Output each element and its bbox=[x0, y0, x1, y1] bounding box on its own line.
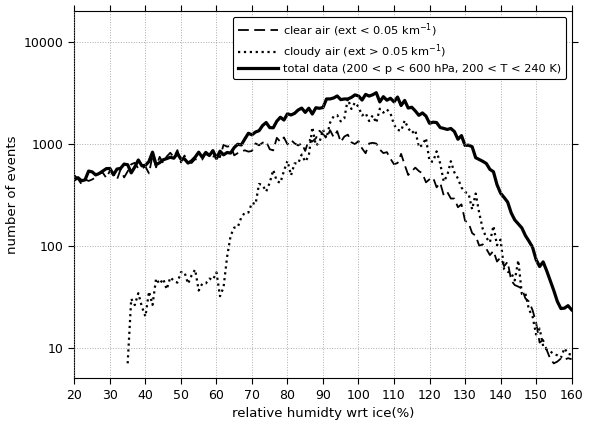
total data (200 < p < 600 hPa, 200 < T < 240 K) bbox=[547, 278, 554, 283]
X-axis label: relative humidty wrt ice(%): relative humidty wrt ice(%) bbox=[232, 407, 414, 420]
Y-axis label: number of events: number of events bbox=[5, 135, 19, 254]
cloudy air (ext > 0.05 km$^{-1}$) bbox=[71, 351, 78, 356]
cloudy air (ext > 0.05 km$^{-1}$) bbox=[78, 350, 85, 355]
clear air (ext < 0.05 km$^{-1}$) bbox=[326, 128, 333, 133]
clear air (ext < 0.05 km$^{-1}$) bbox=[550, 361, 557, 366]
cloudy air (ext > 0.05 km$^{-1}$) bbox=[238, 215, 245, 220]
cloudy air (ext > 0.05 km$^{-1}$) bbox=[497, 237, 504, 242]
total data (200 < p < 600 hPa, 200 < T < 240 K) bbox=[74, 175, 81, 180]
clear air (ext < 0.05 km$^{-1}$) bbox=[497, 255, 504, 260]
clear air (ext < 0.05 km$^{-1}$) bbox=[100, 170, 107, 175]
clear air (ext < 0.05 km$^{-1}$) bbox=[234, 150, 241, 155]
cloudy air (ext > 0.05 km$^{-1}$) bbox=[568, 352, 575, 357]
total data (200 < p < 600 hPa, 200 < T < 240 K) bbox=[508, 210, 515, 216]
cloudy air (ext > 0.05 km$^{-1}$) bbox=[508, 270, 515, 275]
clear air (ext < 0.05 km$^{-1}$) bbox=[547, 357, 554, 362]
clear air (ext < 0.05 km$^{-1}$) bbox=[568, 357, 575, 362]
Line: total data (200 < p < 600 hPa, 200 < T < 240 K): total data (200 < p < 600 hPa, 200 < T <… bbox=[74, 93, 571, 310]
clear air (ext < 0.05 km$^{-1}$) bbox=[508, 278, 515, 283]
clear air (ext < 0.05 km$^{-1}$) bbox=[71, 173, 78, 178]
total data (200 < p < 600 hPa, 200 < T < 240 K) bbox=[100, 168, 107, 173]
total data (200 < p < 600 hPa, 200 < T < 240 K) bbox=[568, 307, 575, 312]
Line: cloudy air (ext > 0.05 km$^{-1}$): cloudy air (ext > 0.05 km$^{-1}$) bbox=[74, 99, 571, 374]
total data (200 < p < 600 hPa, 200 < T < 240 K) bbox=[234, 142, 241, 147]
Legend: clear air (ext < 0.05 km$^{-1}$), cloudy air (ext > 0.05 km$^{-1}$), total data : clear air (ext < 0.05 km$^{-1}$), cloudy… bbox=[233, 17, 566, 79]
clear air (ext < 0.05 km$^{-1}$) bbox=[74, 176, 81, 181]
total data (200 < p < 600 hPa, 200 < T < 240 K) bbox=[373, 90, 380, 95]
cloudy air (ext > 0.05 km$^{-1}$) bbox=[547, 349, 554, 354]
Line: clear air (ext < 0.05 km$^{-1}$): clear air (ext < 0.05 km$^{-1}$) bbox=[74, 130, 571, 363]
total data (200 < p < 600 hPa, 200 < T < 240 K) bbox=[497, 190, 504, 196]
total data (200 < p < 600 hPa, 200 < T < 240 K) bbox=[71, 177, 78, 182]
